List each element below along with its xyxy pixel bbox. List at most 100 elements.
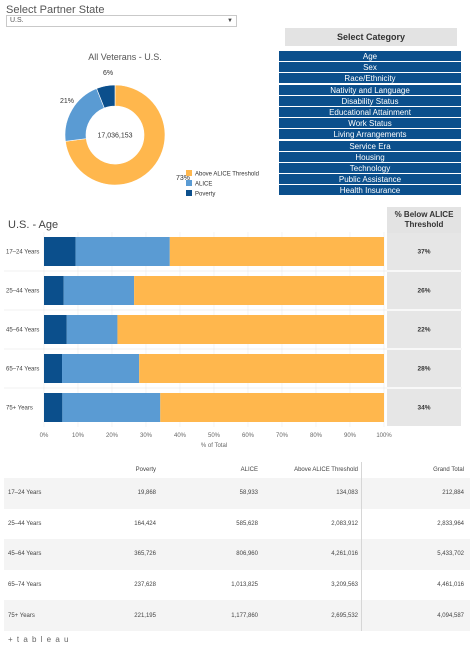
table-column-header: Poverty (135, 467, 156, 473)
bar-category-label: 75+ Years (6, 406, 33, 412)
bar-segment[interactable] (117, 315, 384, 344)
table-cell: 17–24 Years (8, 490, 42, 497)
pct-below-header: % Below ALICE Threshold (387, 207, 461, 233)
table-cell: 2,083,912 (258, 508, 362, 540)
x-tick-label: 30% (140, 433, 153, 439)
pct-below-value: 28% (417, 366, 430, 373)
tableau-logo: + t a b l e a u (8, 635, 70, 644)
table-column-header: Grand Total (433, 467, 464, 473)
legend-label[interactable]: Above ALICE Threshold (195, 172, 259, 178)
pct-below-value: 34% (417, 405, 430, 412)
pct-below-cell (387, 350, 461, 387)
bar-segment[interactable] (169, 237, 384, 266)
table-cell: 58,933 (239, 490, 258, 497)
bar-segment[interactable] (62, 354, 140, 383)
bar-segment[interactable] (44, 354, 63, 383)
bar-segment[interactable] (44, 315, 67, 344)
bar-segment[interactable] (44, 237, 76, 266)
pct-below-value: 37% (417, 249, 430, 256)
bar-segment[interactable] (63, 276, 135, 305)
table-cell: 25–44 Years (8, 520, 42, 527)
category-item[interactable]: Nativity and Language (279, 84, 461, 95)
pct-below-header-line1: % Below ALICE (394, 210, 454, 219)
bar-segment[interactable] (62, 393, 161, 422)
data-table: Poverty ALICE Above ALICE Threshold Grand T… (4, 462, 470, 631)
table-cell: 1,013,825 (231, 582, 258, 589)
bar-segment[interactable] (160, 393, 384, 422)
x-tick-label: 70% (276, 433, 289, 439)
category-item[interactable]: Technology (279, 162, 461, 173)
legend-label[interactable]: Poverty (195, 192, 215, 198)
pct-below-cell (387, 311, 461, 348)
table-cell: 4,261,016 (258, 539, 362, 570)
table-cell: 5,433,702 (437, 551, 464, 558)
category-item[interactable]: Race/Ethnicity (279, 73, 461, 84)
chevron-down-icon[interactable]: ▼ (227, 18, 233, 24)
category-item[interactable]: Work Status (279, 118, 461, 129)
table-cell: 806,960 (236, 551, 258, 558)
legend-swatch (186, 180, 192, 186)
table-cell: 1,177,860 (231, 612, 258, 619)
table-cell: 4,094,587 (437, 612, 464, 619)
state-filter-label: Select Partner State (6, 4, 105, 16)
pct-below-cell (387, 389, 461, 426)
donut-center-total: 17,036,153 (97, 133, 132, 140)
table-body: 17–24 Years 19,868 58,933 134,083 212,884 25–… (4, 478, 470, 631)
table-cell: 75+ Years (8, 612, 35, 619)
category-item[interactable]: Sex (279, 62, 461, 73)
category-item[interactable]: Service Era (279, 140, 461, 151)
bar-category-label: 65–74 Years (6, 367, 39, 373)
table-row: 75+ Years 221,195 1,177,860 2,695,532 4,094,… (4, 600, 470, 631)
x-tick-label: 100% (376, 433, 392, 439)
donut-title: All Veterans - U.S. (88, 52, 162, 62)
donut-slice (65, 84, 166, 186)
category-item[interactable]: Disability Status (279, 95, 461, 106)
bar-segment[interactable] (44, 393, 63, 422)
donut-slice (96, 84, 116, 109)
table-cell: 212,884 (442, 490, 464, 497)
pct-below-value: 22% (417, 327, 430, 334)
table-cell: 19,868 (137, 490, 156, 497)
category-item[interactable]: Public Assistance (279, 174, 461, 185)
x-tick-label: 20% (106, 433, 119, 439)
table-row: 45–64 Years 365,726 806,960 4,261,016 5,433,… (4, 539, 470, 570)
pct-below-cell (387, 233, 461, 270)
table-cell: 2,833,964 (437, 520, 464, 527)
table-row: 17–24 Years 19,868 58,933 134,083 212,884 (4, 478, 470, 509)
bar-segment[interactable] (44, 276, 64, 305)
bar-segment[interactable] (134, 276, 384, 305)
category-header: Select Category (285, 28, 457, 46)
table-row: 65–74 Years 237,628 1,013,825 3,209,563 4,46… (4, 569, 470, 601)
category-item[interactable]: Educational Attainment (279, 106, 461, 117)
state-select[interactable]: U.S. ▼ (6, 15, 237, 27)
category-item[interactable]: Age (279, 51, 461, 61)
donut-chart: 73% 21% 6% 17,036,153 Above ALICE Threshold A… (60, 70, 259, 198)
category-item[interactable]: Living Arrangements (279, 129, 461, 140)
table-cell: 237,628 (134, 582, 156, 589)
donut-slice-label: 21% (60, 98, 74, 105)
bar-chart-title: U.S. - Age (8, 219, 59, 231)
table-cell: 221,195 (134, 612, 156, 619)
bar-category-label: 25–44 Years (6, 289, 39, 295)
category-item[interactable]: Health Insurance (279, 185, 461, 196)
pct-below-header-line2: Threshold (404, 220, 444, 229)
table-column-header: Above ALICE Threshold (258, 462, 362, 478)
table-column-header: ALICE (240, 467, 258, 473)
bar-segment[interactable] (75, 237, 170, 266)
legend-swatch (186, 170, 192, 176)
table-row: 25–44 Years 164,424 585,628 2,083,912 2,833,… (4, 508, 470, 540)
category-item[interactable]: Housing (279, 151, 461, 162)
stacked-bar-chart: 0% 10% 20% 30% 40% 50% 60% 70% 80% 90% 100% % of To… (4, 232, 462, 449)
table-cell: 2,695,532 (258, 600, 362, 631)
x-tick-label: 0% (40, 433, 49, 439)
legend-label[interactable]: ALICE (195, 182, 212, 188)
bar-segment[interactable] (139, 354, 384, 383)
x-tick-label: 80% (310, 433, 323, 439)
bar-category-label: 45–64 Years (6, 328, 39, 334)
table-cell: 45–64 Years (8, 551, 42, 558)
x-axis-label: % of Total (201, 443, 227, 449)
table-cell: 164,424 (134, 520, 156, 527)
bar-segment[interactable] (66, 315, 118, 344)
pct-below-value: 26% (417, 288, 430, 295)
donut-slice-label: 6% (103, 70, 113, 77)
